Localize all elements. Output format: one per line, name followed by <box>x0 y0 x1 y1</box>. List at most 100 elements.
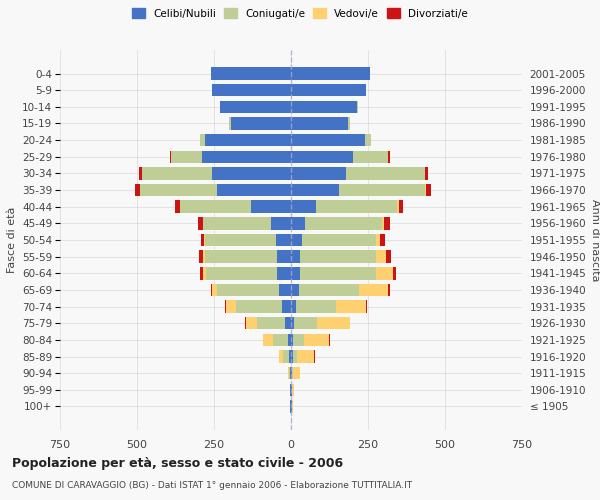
Bar <box>291 68 370 80</box>
Bar <box>289 367 290 380</box>
Bar <box>272 334 288 346</box>
Bar <box>291 234 302 246</box>
Bar <box>380 234 385 246</box>
Bar <box>277 250 291 263</box>
Bar <box>211 68 291 80</box>
Bar <box>293 350 297 363</box>
Text: Popolazione per età, sesso e stato civile - 2006: Popolazione per età, sesso e stato civil… <box>12 458 343 470</box>
Bar <box>388 284 389 296</box>
Bar <box>365 134 371 146</box>
Bar <box>292 400 293 412</box>
Bar <box>392 267 396 280</box>
Bar <box>171 150 202 163</box>
Bar <box>291 134 365 146</box>
Bar <box>175 200 180 213</box>
Bar <box>283 350 289 363</box>
Bar <box>203 250 205 263</box>
Y-axis label: Anni di nascita: Anni di nascita <box>590 198 600 281</box>
Bar <box>204 234 205 246</box>
Bar <box>292 384 294 396</box>
Bar <box>199 250 203 263</box>
Bar <box>229 117 231 130</box>
Bar <box>202 150 291 163</box>
Bar <box>425 184 426 196</box>
Bar <box>245 317 247 330</box>
Bar <box>291 334 293 346</box>
Bar <box>376 234 380 246</box>
Bar <box>292 367 293 380</box>
Bar <box>291 117 348 130</box>
Bar <box>231 117 291 130</box>
Bar <box>282 300 291 313</box>
Bar <box>271 217 291 230</box>
Bar <box>139 167 142 179</box>
Bar <box>314 350 315 363</box>
Bar <box>426 184 431 196</box>
Bar <box>203 267 206 280</box>
Bar <box>376 250 386 263</box>
Bar <box>251 200 291 213</box>
Bar <box>291 150 353 163</box>
Bar <box>291 384 292 396</box>
Bar <box>291 200 316 213</box>
Bar <box>135 184 140 196</box>
Text: COMUNE DI CARAVAGGIO (BG) - Dati ISTAT 1° gennaio 2006 - Elaborazione TUTTITALIA: COMUNE DI CARAVAGGIO (BG) - Dati ISTAT 1… <box>12 481 412 490</box>
Bar <box>346 167 425 179</box>
Bar <box>335 300 367 313</box>
Bar <box>200 134 205 146</box>
Bar <box>170 150 171 163</box>
Bar <box>211 284 212 296</box>
Bar <box>285 317 291 330</box>
Bar <box>291 267 300 280</box>
Bar <box>247 317 257 330</box>
Bar <box>203 217 271 230</box>
Bar <box>290 384 291 396</box>
Bar <box>385 217 391 230</box>
Bar <box>217 284 278 296</box>
Bar <box>316 200 397 213</box>
Bar <box>399 200 403 213</box>
Bar <box>291 250 300 263</box>
Bar <box>200 267 203 280</box>
Bar <box>299 284 359 296</box>
Bar <box>425 167 428 179</box>
Bar <box>226 300 236 313</box>
Bar <box>291 84 367 96</box>
Bar <box>293 334 304 346</box>
Bar <box>212 84 291 96</box>
Bar <box>291 100 357 113</box>
Bar <box>304 334 329 346</box>
Bar <box>205 250 277 263</box>
Bar <box>386 250 391 263</box>
Bar <box>376 267 392 280</box>
Bar <box>212 167 291 179</box>
Bar <box>142 167 212 179</box>
Bar <box>296 300 335 313</box>
Bar <box>297 350 314 363</box>
Bar <box>291 300 296 313</box>
Bar <box>201 234 204 246</box>
Bar <box>278 284 291 296</box>
Bar <box>291 317 294 330</box>
Bar <box>290 367 291 380</box>
Bar <box>290 400 291 412</box>
Bar <box>294 317 317 330</box>
Bar <box>180 200 251 213</box>
Bar <box>217 184 291 196</box>
Bar <box>289 350 291 363</box>
Bar <box>305 217 382 230</box>
Bar <box>300 267 376 280</box>
Bar <box>198 217 203 230</box>
Bar <box>397 200 399 213</box>
Bar <box>263 334 272 346</box>
Bar <box>257 317 285 330</box>
Bar <box>236 300 282 313</box>
Bar <box>275 234 291 246</box>
Bar <box>348 117 350 130</box>
Bar <box>291 217 305 230</box>
Bar <box>220 100 291 113</box>
Bar <box>388 150 390 163</box>
Bar <box>140 184 217 196</box>
Bar <box>293 367 299 380</box>
Bar <box>288 334 291 346</box>
